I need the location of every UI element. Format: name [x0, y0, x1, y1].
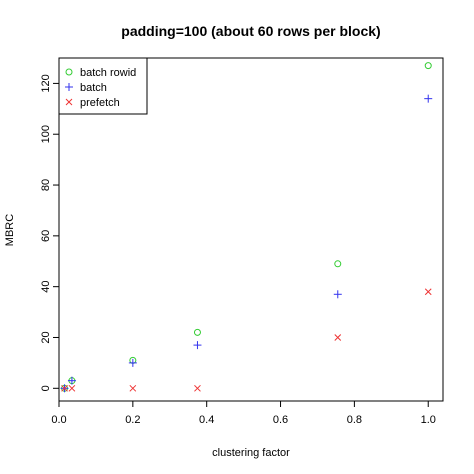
- x-tick-label: 0.2: [125, 414, 140, 426]
- data-point: [424, 62, 432, 70]
- x-tick-label: 0.0: [51, 414, 66, 426]
- y-tick-label: 0: [40, 385, 52, 391]
- x-tick-label: 0.6: [273, 414, 288, 426]
- y-tick-label: 120: [40, 74, 52, 92]
- data-points: [60, 62, 433, 393]
- data-point: [61, 384, 68, 392]
- data-point: [68, 384, 76, 392]
- x-axis: 0.0 0.2 0.4 0.6 0.8 1.0: [51, 401, 436, 426]
- x-tick-label: 0.4: [199, 414, 214, 426]
- x-axis-label: clustering factor: [212, 447, 290, 459]
- data-point: [67, 376, 76, 385]
- plot-frame: [58, 57, 444, 402]
- y-axis: 0 20 40 60 80 100 120: [40, 74, 59, 391]
- chart-title: padding=100 (about 60 rows per block): [121, 23, 380, 39]
- x-tick-label: 1.0: [421, 414, 436, 426]
- data-point: [334, 260, 342, 268]
- data-point: [424, 288, 432, 296]
- data-point: [334, 334, 342, 341]
- data-point: [424, 94, 433, 103]
- legend-marker: [65, 98, 73, 106]
- x-tick-label: 0.8: [347, 414, 362, 426]
- data-point: [194, 384, 201, 392]
- y-tick-label: 60: [40, 230, 52, 242]
- y-tick-label: 20: [40, 331, 52, 343]
- data-point: [193, 341, 202, 350]
- data-point: [128, 358, 137, 367]
- legend-marker: [65, 68, 73, 76]
- data-point: [129, 384, 137, 392]
- y-tick-label: 100: [40, 125, 52, 143]
- y-tick-label: 40: [40, 281, 52, 293]
- y-tick-label: 80: [40, 179, 52, 191]
- y-axis-label: MBRC: [4, 214, 16, 246]
- legend-label: batch: [80, 82, 107, 94]
- legend-label: prefetch: [80, 97, 120, 109]
- data-point: [193, 328, 201, 336]
- legend-label: batch rowid: [80, 67, 136, 79]
- legend-marker: [65, 83, 73, 91]
- legend-box: [58, 57, 148, 115]
- legend: batch rowid batch prefetch: [58, 57, 148, 115]
- data-point: [333, 290, 342, 299]
